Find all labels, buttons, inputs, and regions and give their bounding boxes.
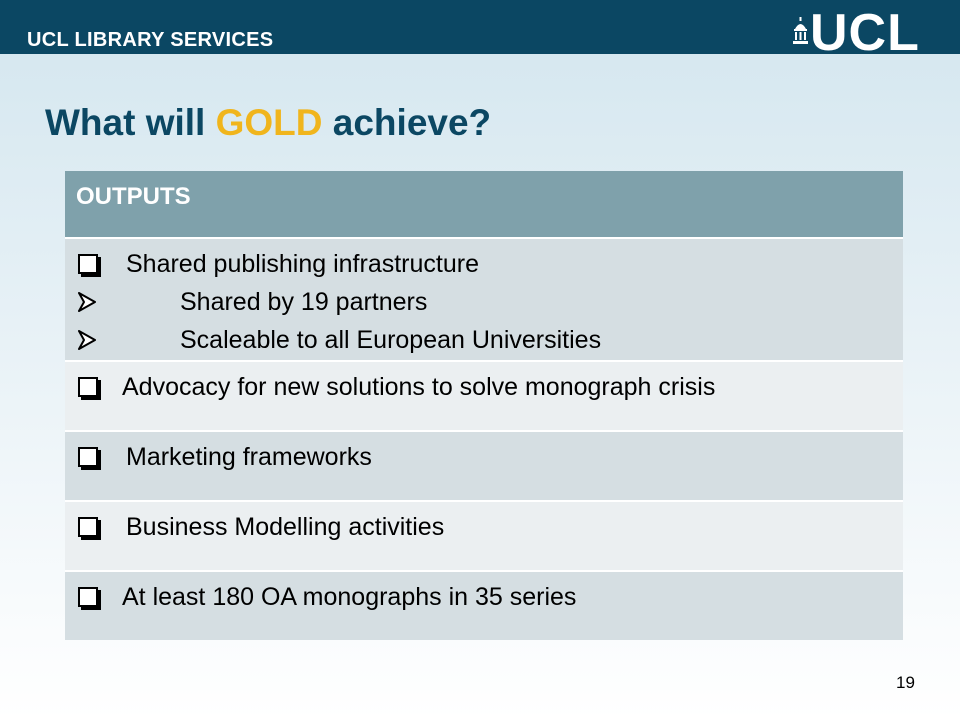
list-item: At least 180 OA monographs in 35 series <box>76 578 903 616</box>
header-bar: UCL LIBRARY SERVICES UCL <box>0 0 960 59</box>
table-row: Business Modelling activities <box>65 501 903 571</box>
table-header-row: OUTPUTS <box>65 171 903 238</box>
table-row: Marketing frameworks <box>65 431 903 501</box>
title-text-end: achieve? <box>322 102 492 143</box>
title-text-start: What will <box>45 102 216 143</box>
list-item: Marketing frameworks <box>76 438 903 476</box>
list-item-text: Shared publishing infrastructure <box>126 249 479 278</box>
checkbox-bullet-icon <box>78 254 98 274</box>
arrow-bullet-icon <box>78 292 96 312</box>
outputs-table: OUTPUTS Shared publishing infrastructure… <box>65 171 903 640</box>
arrow-bullet-icon <box>78 330 96 350</box>
sub-list-item-text: Scaleable to all European Universities <box>180 325 602 354</box>
sub-list-item-text: Shared by 19 partners <box>180 287 428 316</box>
title-highlight: GOLD <box>215 102 323 143</box>
list-item-text: Marketing frameworks <box>126 442 372 471</box>
portico-dome-icon <box>793 17 808 44</box>
table-row: Advocacy for new solutions to solve mono… <box>65 361 903 431</box>
list-item-text: At least 180 OA monographs in 35 series <box>122 582 577 611</box>
list-item: Business Modelling activities <box>76 508 903 546</box>
ucl-logo: UCL <box>792 7 932 59</box>
table-header: OUTPUTS <box>76 183 191 210</box>
checkbox-bullet-icon <box>78 587 98 607</box>
list-item-text: Advocacy for new solutions to solve mono… <box>122 372 716 401</box>
table-row: Shared publishing infrastructure Shared … <box>65 238 903 361</box>
table-row: At least 180 OA monographs in 35 series <box>65 571 903 640</box>
list-item: Shared publishing infrastructure <box>76 245 903 283</box>
sub-list-item: Shared by 19 partners <box>76 283 903 321</box>
list-item-text: Business Modelling activities <box>126 512 445 541</box>
org-name: UCL LIBRARY SERVICES <box>27 29 274 51</box>
checkbox-bullet-icon <box>78 517 98 537</box>
checkbox-bullet-icon <box>78 377 98 397</box>
logo-text: UCL <box>810 4 920 62</box>
checkbox-bullet-icon <box>78 447 98 467</box>
list-item: Advocacy for new solutions to solve mono… <box>76 368 903 406</box>
page-number: 19 <box>896 673 915 692</box>
slide-title: What will GOLD achieve? <box>45 102 491 144</box>
sub-list-item: Scaleable to all European Universities <box>76 321 903 359</box>
